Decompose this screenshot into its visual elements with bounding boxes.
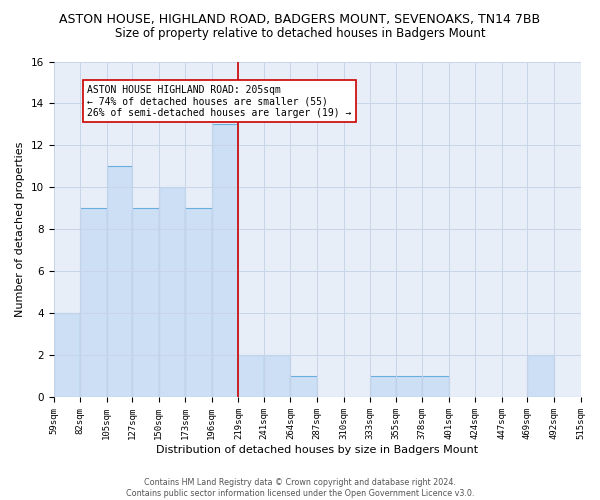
Bar bbox=[185, 208, 212, 398]
Bar bbox=[212, 124, 238, 398]
Bar bbox=[370, 376, 395, 398]
Text: ASTON HOUSE, HIGHLAND ROAD, BADGERS MOUNT, SEVENOAKS, TN14 7BB: ASTON HOUSE, HIGHLAND ROAD, BADGERS MOUN… bbox=[59, 12, 541, 26]
Bar bbox=[53, 314, 80, 398]
X-axis label: Distribution of detached houses by size in Badgers Mount: Distribution of detached houses by size … bbox=[156, 445, 478, 455]
Bar bbox=[132, 208, 158, 398]
Bar bbox=[395, 376, 422, 398]
Y-axis label: Number of detached properties: Number of detached properties bbox=[15, 142, 25, 317]
Text: Size of property relative to detached houses in Badgers Mount: Size of property relative to detached ho… bbox=[115, 28, 485, 40]
Bar bbox=[107, 166, 132, 398]
Bar bbox=[158, 188, 185, 398]
Bar bbox=[80, 208, 107, 398]
Bar bbox=[290, 376, 317, 398]
Text: Contains HM Land Registry data © Crown copyright and database right 2024.
Contai: Contains HM Land Registry data © Crown c… bbox=[126, 478, 474, 498]
Bar bbox=[238, 356, 264, 398]
Bar bbox=[527, 356, 554, 398]
Bar bbox=[422, 376, 449, 398]
Bar bbox=[264, 356, 290, 398]
Text: ASTON HOUSE HIGHLAND ROAD: 205sqm
← 74% of detached houses are smaller (55)
26% : ASTON HOUSE HIGHLAND ROAD: 205sqm ← 74% … bbox=[87, 84, 352, 118]
